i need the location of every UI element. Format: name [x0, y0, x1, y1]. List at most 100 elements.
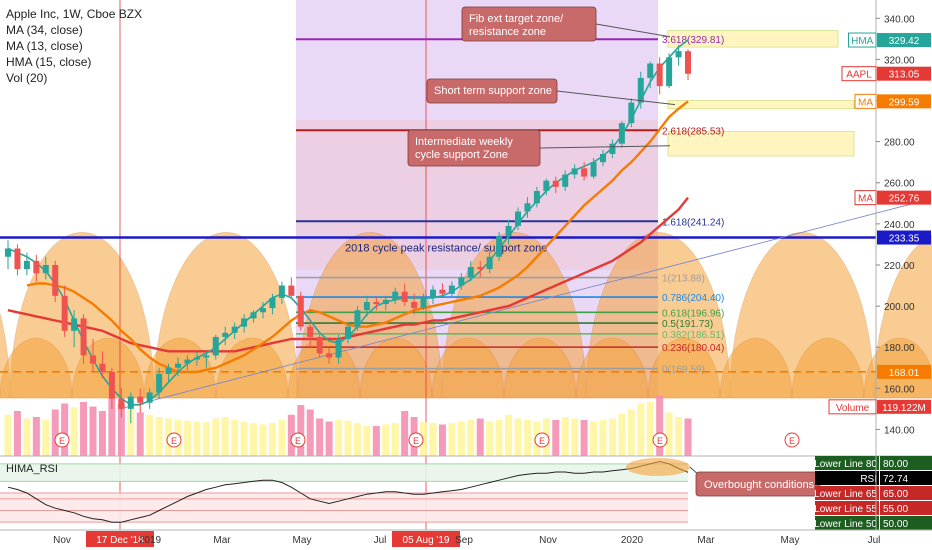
- rsi-line-tag-label: Lower Line 65: [814, 489, 877, 500]
- candle-body: [345, 326, 351, 339]
- candle-body: [71, 318, 78, 331]
- volume-bar: [552, 420, 560, 456]
- rsi-line-tag: [815, 456, 879, 470]
- candle-body: [448, 285, 455, 294]
- volume-bar: [391, 423, 399, 456]
- volume-bar: [599, 420, 607, 456]
- earnings-marker-label: E: [539, 436, 545, 446]
- volume-bar: [382, 424, 390, 456]
- candle-body: [666, 57, 673, 87]
- y-tick-label: 160.00: [884, 384, 915, 395]
- legend-symbol[interactable]: Apple Inc, 1W, Cboe BZX: [6, 7, 143, 21]
- cycle-arc-small: [647, 337, 721, 399]
- fib-level-label: 0.382(186.51): [662, 330, 724, 341]
- rsi-line-value-tag: [880, 501, 932, 515]
- rsi-line-value: 50.00: [883, 519, 908, 530]
- callout-pointer: [556, 90, 676, 106]
- candle-body: [146, 392, 153, 403]
- price-label-tag: [828, 399, 877, 415]
- y-tick-label: 260.00: [884, 179, 915, 190]
- rsi-line-tag: [815, 471, 879, 485]
- price-label-name: HMA: [851, 36, 874, 47]
- volume-bar: [618, 414, 626, 456]
- volume-bar: [42, 420, 50, 456]
- cycle-arc-small: [215, 337, 289, 399]
- price-label-tag: [848, 32, 877, 48]
- candle-body: [382, 299, 389, 305]
- legend-vol[interactable]: Vol (20): [6, 71, 48, 85]
- volume-bar: [240, 421, 248, 456]
- candle-body: [137, 396, 144, 403]
- candles-layer: [5, 45, 691, 424]
- volume-bar: [297, 405, 305, 456]
- candle-body: [496, 236, 503, 257]
- candle-body: [581, 168, 588, 177]
- candle-body: [439, 289, 446, 294]
- price-label-name: AAPL: [846, 70, 872, 81]
- price-value-tag: [877, 399, 931, 414]
- price-label-tag: [854, 190, 877, 206]
- x-tick-label: Sep: [455, 535, 473, 546]
- earnings-marker-label: E: [657, 436, 663, 446]
- volume-bar: [637, 403, 645, 456]
- earnings-marker: [290, 432, 306, 448]
- price-value-tag: [877, 364, 931, 379]
- rsi-line-value-tag: [880, 516, 932, 530]
- rsi-line-tag: [815, 501, 879, 515]
- legend-ma13[interactable]: MA (13, close): [6, 39, 83, 53]
- candle-body: [685, 51, 691, 74]
- x-tick-label: 17 Dec '18: [96, 535, 144, 546]
- x-tick-label: May: [781, 535, 800, 546]
- rsi-line-tag-label: RSI: [860, 474, 877, 485]
- candle-body: [326, 353, 333, 358]
- y-tick-label: 140.00: [884, 425, 915, 436]
- volume-bar: [268, 423, 276, 456]
- volume-bar: [467, 420, 475, 456]
- volume-bar: [51, 409, 59, 456]
- volume-bar: [231, 420, 239, 456]
- volume-bar: [505, 414, 513, 456]
- volume-bar: [80, 402, 88, 456]
- legend-ma34[interactable]: MA (34, close): [6, 23, 83, 37]
- candle-body: [505, 225, 512, 237]
- fib-level-label: 0.618(196.96): [662, 308, 724, 319]
- callout-text: Fib ext target zone/: [469, 13, 564, 25]
- x-tick-label: Jul: [868, 535, 881, 546]
- price-value: 329.42: [889, 36, 920, 47]
- earnings-marker: [166, 432, 182, 448]
- candle-body: [486, 256, 493, 270]
- earnings-marker: [652, 432, 668, 448]
- earnings-marker-label: E: [171, 436, 177, 446]
- rsi-lower-band: [0, 493, 688, 523]
- earnings-marker: [784, 432, 800, 448]
- candle-body: [212, 336, 219, 356]
- legend-hma[interactable]: HMA (15, close): [6, 55, 92, 69]
- volume-bar: [363, 426, 371, 456]
- candle-body: [335, 338, 342, 358]
- volume-bar: [675, 417, 683, 456]
- volume-bar: [306, 409, 314, 456]
- price-value-tag: [877, 230, 931, 245]
- price-value-tag: [877, 66, 931, 81]
- annotations-layer: E E E E E E E Fib ext target zone/resistance zo…: [54, 6, 800, 448]
- volume-bar: [571, 418, 579, 456]
- callout-pointer: [595, 23, 671, 38]
- candle-body: [193, 357, 200, 360]
- candle-body: [515, 211, 521, 226]
- rsi-line-tag: [815, 486, 879, 500]
- rsi-line-value-tag: [880, 486, 932, 500]
- x-tick-label: Mar: [213, 535, 231, 546]
- volume-bar: [4, 414, 12, 456]
- rsi-line-value: 55.00: [883, 504, 908, 515]
- price-value: 119.122M: [882, 403, 926, 414]
- volume-bar: [353, 423, 361, 456]
- volume-bar: [438, 424, 446, 456]
- price-value: 252.76: [889, 194, 920, 205]
- candle-body: [562, 174, 569, 187]
- volume-bar: [627, 409, 635, 456]
- x-tick-label: May: [293, 535, 312, 546]
- price-value-tag: [877, 33, 931, 48]
- volume-bar: [608, 418, 616, 456]
- price-value: 233.35: [889, 234, 920, 245]
